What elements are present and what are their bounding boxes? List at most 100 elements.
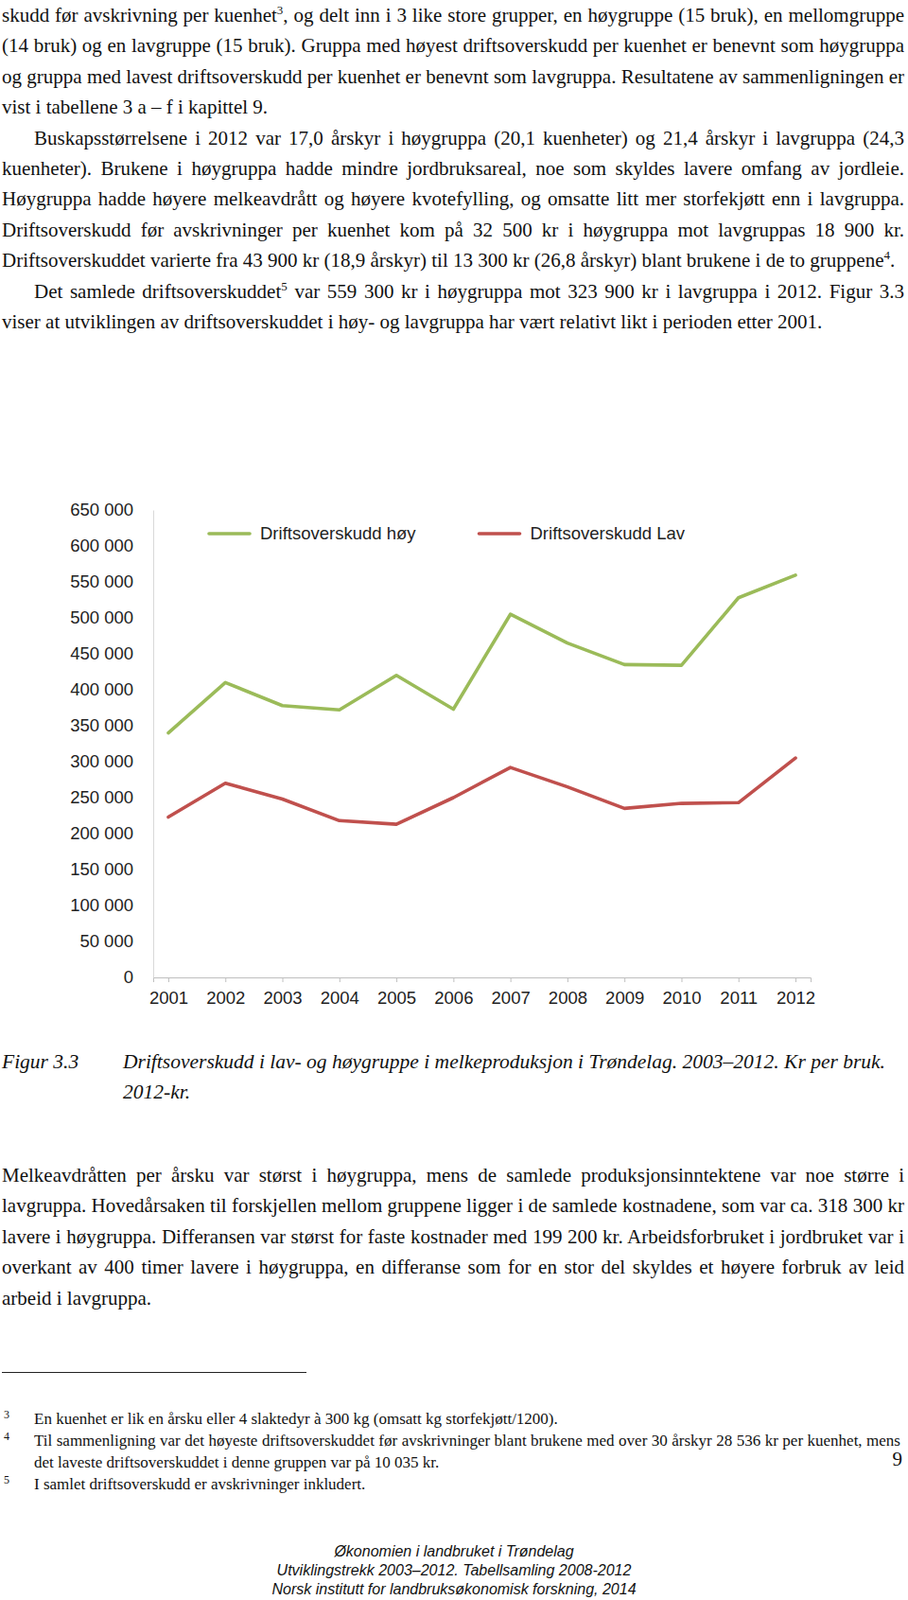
- paragraph: Melkeavdråtten per årsku var størst i hø…: [1, 1159, 905, 1313]
- y-tick: 100 000: [69, 894, 154, 915]
- y-tick-label: 550 000: [69, 571, 134, 592]
- y-tick-label: 650 000: [69, 499, 134, 520]
- x-tick-label: 2011: [719, 987, 758, 1008]
- x-tick-mark: [339, 977, 341, 982]
- y-tick-label: 100 000: [69, 894, 134, 915]
- x-tick-label: 2004: [320, 987, 360, 1008]
- footnote-ref: 4: [883, 247, 891, 262]
- y-tick: 0: [123, 966, 154, 987]
- x-tick-label: 2001: [149, 987, 189, 1008]
- footnote-text: En kuenhet er lik en årsku eller 4 slakt…: [34, 1409, 559, 1428]
- x-tick: 2003: [262, 977, 302, 1008]
- x-tick-label: 2009: [605, 987, 645, 1008]
- legend-swatch: [209, 531, 250, 536]
- x-tick: 2001: [149, 977, 189, 1008]
- x-tick-mark: [624, 977, 626, 982]
- text-run: Buskapsstørrelsene i 2012 var 17,0 årsky…: [1, 126, 905, 273]
- y-tick-label: 600 000: [69, 535, 134, 556]
- caption-text: Driftsoverskudd i lav- og høygruppe i me…: [122, 1046, 901, 1107]
- footnote: 4Til sammenligning var det høyeste drift…: [1, 1429, 901, 1473]
- footnote-text: I samlet driftsoverskudd er avskrivninge…: [34, 1474, 366, 1493]
- x-tick: 2011: [719, 977, 758, 1008]
- legend-label: Driftsoverskudd Lav: [530, 523, 686, 543]
- page: skudd før avskrivning per kuenhet3, og d…: [0, 0, 908, 1600]
- caption-label: Figur 3.3: [1, 1046, 79, 1077]
- x-tick-label: 2008: [548, 987, 588, 1008]
- x-tick: 2009: [605, 977, 645, 1008]
- footnote-number: 3: [3, 1403, 10, 1426]
- footer-line: Norsk institutt for landbruksøkonomisk f…: [0, 1579, 908, 1599]
- y-tick-label: 450 000: [69, 643, 134, 664]
- x-tick: 2006: [434, 977, 473, 1008]
- x-tick-mark: [795, 977, 797, 982]
- x-tick: 2012: [776, 977, 816, 1008]
- footer: Økonomien i landbruket i TrøndelagUtvikl…: [0, 1541, 908, 1599]
- paragraph: Buskapsstørrelsene i 2012 var 17,0 årsky…: [1, 122, 905, 277]
- x-tick-mark: [282, 977, 284, 982]
- y-axis: 0 50 000 100 000 150 000 200 000 250 000 300 0…: [69, 499, 154, 987]
- caption: Figur 3.3 Driftsoverskudd i lav- og høygr…: [1, 1046, 901, 1107]
- y-tick: 400 000: [69, 679, 154, 699]
- paragraph: skudd før avskrivning per kuenhet3, og d…: [1, 0, 905, 123]
- chart: 0 50 000 100 000 150 000 200 000 250 000 300 0…: [0, 0, 908, 1600]
- y-axis-line: [153, 510, 155, 978]
- y-tick-label: 500 000: [69, 607, 134, 628]
- y-tick-label: 200 000: [69, 822, 134, 843]
- x-tick-label: 2007: [491, 987, 531, 1008]
- x-tick-label: 2012: [776, 987, 816, 1008]
- y-tick-label: 350 000: [69, 715, 134, 735]
- y-tick-label: 400 000: [69, 679, 134, 699]
- x-tick: 2008: [548, 977, 588, 1008]
- page-number: 9: [892, 1447, 904, 1471]
- footnote-ref: 5: [280, 279, 288, 294]
- legend: Driftsoverskudd høyDriftsoverskudd Lav: [209, 523, 686, 543]
- y-tick: 550 000: [69, 571, 154, 592]
- y-tick-label: 0: [123, 966, 134, 987]
- x-tick: 2010: [662, 977, 701, 1008]
- y-tick: 650 000: [69, 499, 154, 520]
- x-tick-mark: [738, 977, 740, 982]
- x-tick: 2005: [377, 977, 417, 1008]
- x-tick: 2002: [206, 977, 245, 1008]
- x-tick-mark: [567, 977, 569, 982]
- paragraph: Det samlede driftsoverskuddet5 var 559 3…: [1, 276, 905, 338]
- x-tick-label: 2002: [206, 987, 245, 1008]
- y-tick: 500 000: [69, 607, 154, 628]
- x-tick-label: 2003: [262, 987, 302, 1008]
- footnote-number: 4: [3, 1425, 10, 1448]
- x-tick-mark: [453, 977, 454, 982]
- footnotes: 3En kuenhet er lik en årsku eller 4 slak…: [1, 1407, 901, 1495]
- legend-swatch: [479, 531, 521, 536]
- text-run: Det samlede driftsoverskuddet: [34, 279, 281, 303]
- plot-area: [168, 575, 796, 824]
- y-tick-label: 50 000: [79, 930, 134, 951]
- y-tick: 450 000: [69, 643, 154, 664]
- y-tick: 600 000: [69, 535, 154, 556]
- x-axis-line: [154, 977, 812, 983]
- text-run: skudd før avskrivning per kuenhet: [1, 3, 278, 27]
- y-tick-label: 250 000: [69, 786, 134, 807]
- y-tick: 150 000: [69, 858, 154, 879]
- footnote-text: Til sammenligning var det høyeste drifts…: [34, 1431, 901, 1471]
- footnote-ref: 3: [277, 2, 284, 18]
- text-run: Melkeavdråtten per årsku var størst i hø…: [1, 1163, 905, 1310]
- x-tick-label: 2006: [434, 987, 473, 1008]
- text-block: skudd før avskrivning per kuenhet3, og d…: [1, 0, 905, 337]
- x-tick-label: 2005: [377, 987, 417, 1008]
- footnote: 3En kuenhet er lik en årsku eller 4 slak…: [1, 1407, 901, 1430]
- footer-line: Utviklingstrekk 2003–2012. Tabellsamling…: [0, 1560, 908, 1580]
- x-tick-label: 2010: [662, 987, 701, 1008]
- x-tick: 2007: [491, 977, 531, 1008]
- footnote-number: 5: [3, 1468, 10, 1491]
- x-axis: 2001 2002 2003 2004 2005 2006 2007 2008 2009 2010…: [149, 977, 816, 1008]
- x-tick-mark: [168, 977, 170, 982]
- text-block: Melkeavdråtten per årsku var størst i hø…: [1, 1159, 905, 1313]
- series-line: [168, 575, 796, 734]
- x-tick-mark: [510, 977, 512, 982]
- y-tick-label: 150 000: [69, 858, 134, 879]
- footnote: 5I samlet driftsoverskudd er avskrivning…: [1, 1472, 901, 1495]
- text-run: .: [890, 248, 895, 272]
- y-tick-label: 300 000: [69, 750, 134, 771]
- x-tick-mark: [396, 977, 398, 982]
- x-tick-mark: [681, 977, 682, 982]
